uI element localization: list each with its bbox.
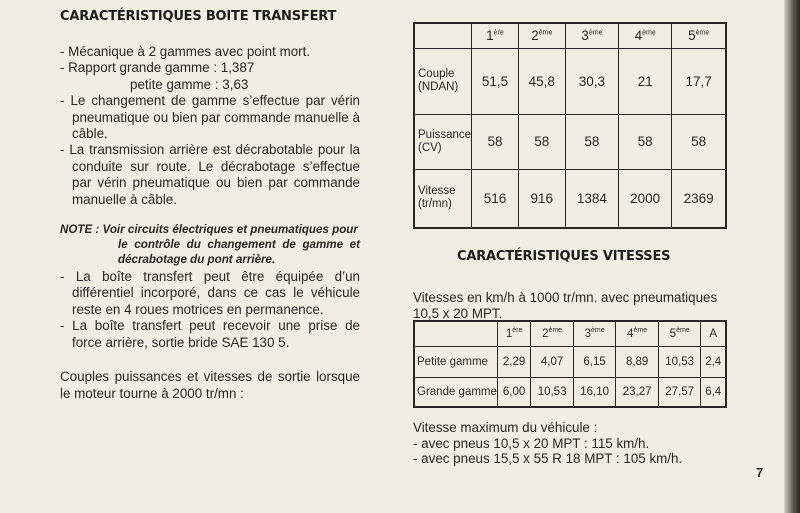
- section-title-speeds: CARACTÉRISTIQUES VITESSES: [457, 249, 671, 264]
- cell: 516: [471, 168, 519, 229]
- cell: 2369: [671, 168, 727, 229]
- bullet-item: - Rapport grande gamme : 1,387: [60, 60, 255, 76]
- left-column: - Mécanique à 2 gammes avec point mort. …: [60, 44, 360, 402]
- gear-header: 1ère: [471, 22, 519, 49]
- page-edge: [784, 0, 800, 513]
- row-label: Petite gamme: [413, 345, 498, 378]
- bullet-item: - Le changement de gamme s’effectue par …: [60, 93, 360, 142]
- gear-header: 3ème: [564, 22, 620, 49]
- cell: 27,57: [657, 376, 702, 408]
- cell: 6,00: [496, 376, 532, 408]
- cell: 23,27: [615, 376, 659, 408]
- bullet-item: - La transmission arrière est décrabotab…: [60, 142, 360, 207]
- note-label: NOTE :: [60, 223, 100, 237]
- table-row: Petite gamme 2,29 4,07 6,15 8,89 10,53 2…: [413, 345, 727, 378]
- page-number: 7: [756, 465, 764, 480]
- row-label: Vitesse (tr/mn): [413, 168, 473, 229]
- cell: 21: [618, 47, 673, 115]
- table-row: Puissance (CV) 58 58 58 58 58: [413, 113, 727, 170]
- gear-header: 5ème: [657, 320, 702, 347]
- cell: 58: [564, 113, 620, 170]
- speeds-intro: Vitesses en km/h à 1000 tr/mn. avec pneu…: [413, 290, 718, 321]
- table-header-row: 1ère 2ème 3ème 4ème 5ème: [413, 22, 727, 49]
- section-title-transfer-box: CARACTÉRISTIQUES BOITE TRANSFERT: [60, 9, 337, 24]
- gear-header: A: [700, 320, 727, 347]
- cell: 58: [671, 113, 727, 170]
- table-header-row: 1ère 2ème 3ème 4ème 5ème A: [413, 320, 727, 347]
- bullet-item: - Mécanique à 2 gammes avec point mort.: [60, 44, 311, 59]
- row-label: Grande gamme: [413, 376, 498, 408]
- gear-header: 3ème: [572, 320, 617, 347]
- row-label: Couple (NDAN): [413, 47, 473, 115]
- cell: 58: [517, 113, 566, 170]
- speeds-table: 1ère 2ème 3ème 4ème 5ème A Petite gamme …: [413, 320, 727, 408]
- cell: 10,53: [530, 376, 574, 408]
- cell: 4,07: [530, 345, 574, 378]
- cell: 17,7: [671, 47, 727, 115]
- row-label: Puissance (CV): [413, 113, 473, 170]
- bullet-item: - La boîte transfert peut recevoir une p…: [60, 318, 360, 350]
- max-speed-block: Vitesse maximum du véhicule : - avec pne…: [413, 420, 733, 467]
- gear-header: 1ère: [496, 320, 532, 347]
- cell: 10,53: [657, 345, 702, 378]
- table-row: Grande gamme 6,00 10,53 16,10 23,27 27,5…: [413, 376, 727, 408]
- gear-header: 5ème: [671, 22, 727, 49]
- note-text: Voir circuits électriques et pneumatique…: [102, 223, 358, 237]
- empty-header-cell: [413, 22, 473, 49]
- cell: 16,10: [572, 376, 617, 408]
- cell: 58: [471, 113, 519, 170]
- cell: 2,4: [700, 345, 727, 378]
- cell: 45,8: [517, 47, 566, 115]
- cell: 30,3: [564, 47, 620, 115]
- cell: 916: [517, 168, 566, 229]
- max-speed-line: - avec pneus 15,5 x 55 R 18 MPT : 105 km…: [413, 451, 683, 466]
- empty-header-cell: [413, 320, 498, 347]
- cell: 1384: [564, 168, 620, 229]
- cell: 2,29: [496, 345, 532, 378]
- max-speed-line: - avec pneus 10,5 x 20 MPT : 115 km/h.: [413, 435, 650, 451]
- cell: 6,4: [700, 376, 727, 408]
- bullet-item: - La boîte transfert peut être équipée d…: [60, 269, 360, 317]
- gear-header: 4ème: [618, 22, 673, 49]
- table-row: Vitesse (tr/mn) 516 916 1384 2000 2369: [413, 168, 727, 229]
- note: NOTE : Voir circuits électriques et pneu…: [60, 222, 360, 267]
- gear-header: 2ème: [517, 22, 566, 49]
- table-intro: Couples puissances et vitesses de sortie…: [60, 369, 360, 401]
- cell: 51,5: [471, 47, 519, 115]
- cell: 2000: [618, 168, 673, 229]
- gear-header: 2ème: [530, 320, 574, 347]
- torque-power-speed-table: 1ère 2ème 3ème 4ème 5ème Couple (NDAN) 51…: [413, 22, 727, 229]
- gear-header: 4ème: [615, 320, 659, 347]
- cell: 6,15: [572, 345, 617, 378]
- bullet-item-continued: petite gamme : 3,63: [130, 76, 249, 92]
- cell: 8,89: [615, 345, 659, 378]
- table-row: Couple (NDAN) 51,5 45,8 30,3 21 17,7: [413, 47, 727, 115]
- max-speed-title: Vitesse maximum du véhicule :: [413, 420, 598, 435]
- cell: 58: [618, 113, 673, 170]
- note-rest: le contrôle du changement de gamme et dé…: [118, 238, 360, 267]
